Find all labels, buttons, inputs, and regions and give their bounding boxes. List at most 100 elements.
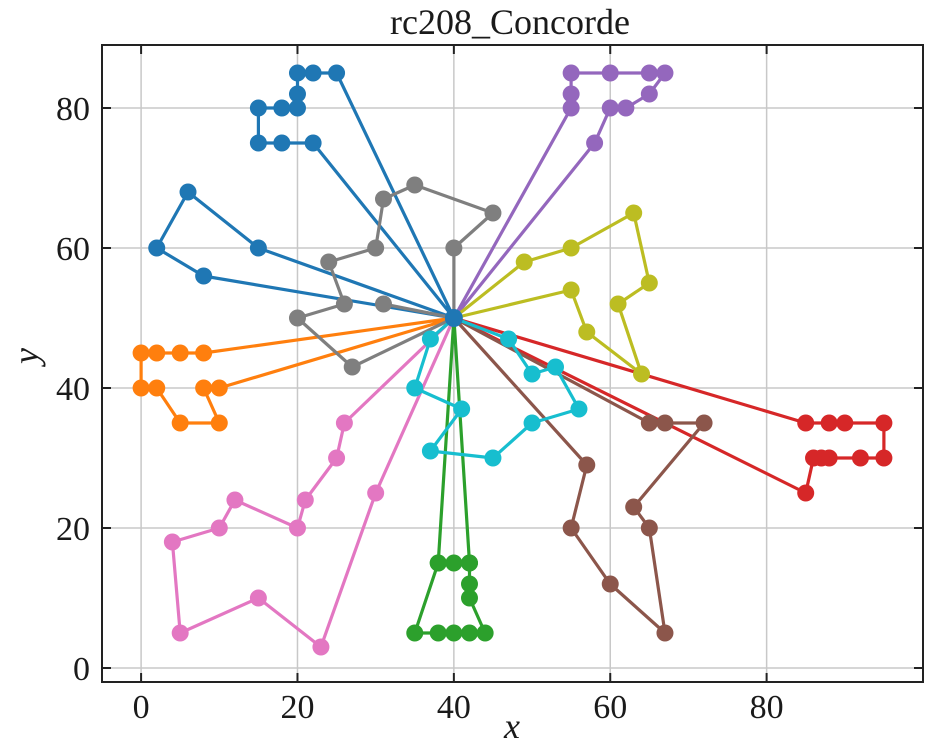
route-point-4 bbox=[797, 484, 815, 502]
route-point-1 bbox=[304, 64, 322, 82]
route-point-3 bbox=[445, 554, 463, 572]
route-point-8 bbox=[335, 295, 353, 313]
route-point-7 bbox=[312, 638, 330, 656]
route-point-4 bbox=[820, 414, 838, 432]
route-point-2 bbox=[148, 344, 166, 362]
route-point-3 bbox=[429, 624, 447, 642]
route-point-5 bbox=[640, 64, 658, 82]
route-point-8 bbox=[320, 253, 338, 271]
route-point-3 bbox=[445, 624, 463, 642]
route-line-9 bbox=[452, 211, 651, 376]
route-point-1 bbox=[249, 99, 267, 117]
route-point-1 bbox=[249, 239, 267, 257]
route-point-4 bbox=[797, 414, 815, 432]
route-point-9 bbox=[562, 239, 580, 257]
route-point-1 bbox=[148, 239, 166, 257]
route-point-1 bbox=[288, 64, 306, 82]
route-point-8 bbox=[374, 190, 392, 208]
route-point-9 bbox=[633, 365, 651, 383]
route-point-7 bbox=[210, 519, 228, 537]
route-point-1 bbox=[273, 134, 291, 152]
route-point-7 bbox=[296, 491, 314, 509]
route-point-7 bbox=[226, 491, 244, 509]
route-point-7 bbox=[335, 414, 353, 432]
route-point-2 bbox=[148, 379, 166, 397]
route-point-2 bbox=[195, 379, 213, 397]
route-point-1 bbox=[304, 134, 322, 152]
route-point-3 bbox=[460, 575, 478, 593]
route-point-10 bbox=[406, 379, 424, 397]
route-point-2 bbox=[195, 344, 213, 362]
route-point-3 bbox=[429, 554, 447, 572]
route-point-1 bbox=[328, 64, 346, 82]
route-point-9 bbox=[578, 323, 596, 341]
route-point-1 bbox=[179, 183, 197, 201]
route-point-10 bbox=[421, 330, 439, 348]
route-point-3 bbox=[460, 554, 478, 572]
route-point-9 bbox=[640, 274, 658, 292]
route-point-10 bbox=[547, 358, 565, 376]
y-tick-label: 20 bbox=[56, 511, 90, 548]
route-point-8 bbox=[484, 204, 502, 222]
y-axis-label: y bbox=[6, 348, 46, 367]
route-point-1 bbox=[288, 99, 306, 117]
route-point-4 bbox=[851, 449, 869, 467]
route-point-10 bbox=[570, 400, 588, 418]
route-point-10 bbox=[453, 400, 471, 418]
route-point-5 bbox=[656, 64, 674, 82]
route-point-6 bbox=[656, 414, 674, 432]
route-point-5 bbox=[640, 85, 658, 103]
route-point-7 bbox=[288, 519, 306, 537]
x-tick-label: 60 bbox=[593, 689, 627, 726]
route-point-8 bbox=[343, 358, 361, 376]
route-point-10 bbox=[523, 414, 541, 432]
depot-point bbox=[444, 309, 463, 327]
route-point-6 bbox=[625, 498, 643, 516]
route-point-10 bbox=[523, 365, 541, 383]
route-point-7 bbox=[367, 484, 385, 502]
route-point-6 bbox=[640, 414, 658, 432]
route-point-6 bbox=[578, 456, 596, 474]
route-point-4 bbox=[875, 449, 893, 467]
route-point-6 bbox=[640, 519, 658, 537]
x-tick-label: 0 bbox=[133, 689, 150, 726]
route-point-2 bbox=[210, 379, 228, 397]
route-point-8 bbox=[406, 176, 424, 194]
axis-ticks: 0 20 40 60 80 0 20 40 60 80 bbox=[56, 45, 923, 726]
route-point-3 bbox=[460, 589, 478, 607]
route-point-7 bbox=[249, 589, 267, 607]
route-point-5 bbox=[562, 85, 580, 103]
x-tick-label: 80 bbox=[750, 689, 784, 726]
y-tick-label: 40 bbox=[56, 371, 90, 408]
route-point-2 bbox=[132, 344, 150, 362]
route-point-8 bbox=[367, 239, 385, 257]
route-point-7 bbox=[163, 533, 181, 551]
route-point-4 bbox=[836, 414, 854, 432]
route-point-6 bbox=[601, 575, 619, 593]
route-point-9 bbox=[625, 204, 643, 222]
route-point-9 bbox=[562, 281, 580, 299]
chart-title: rc208_Concorde bbox=[390, 2, 630, 42]
x-tick-label: 40 bbox=[437, 689, 471, 726]
route-point-7 bbox=[328, 449, 346, 467]
route-point-9 bbox=[515, 253, 533, 271]
route-point-6 bbox=[656, 624, 674, 642]
route-point-2 bbox=[132, 379, 150, 397]
route-point-5 bbox=[617, 99, 635, 117]
route-point-5 bbox=[562, 99, 580, 117]
route-point-10 bbox=[421, 442, 439, 460]
route-point-5 bbox=[601, 99, 619, 117]
route-points bbox=[132, 64, 893, 656]
x-axis-label: x bbox=[503, 706, 520, 746]
route-point-8 bbox=[374, 295, 392, 313]
route-point-3 bbox=[476, 624, 494, 642]
route-point-3 bbox=[460, 624, 478, 642]
route-point-8 bbox=[445, 239, 463, 257]
route-point-4 bbox=[805, 449, 823, 467]
x-tick-label: 20 bbox=[280, 689, 314, 726]
route-point-6 bbox=[562, 519, 580, 537]
route-point-2 bbox=[210, 414, 228, 432]
route-point-1 bbox=[195, 267, 213, 285]
y-tick-label: 80 bbox=[56, 91, 90, 128]
